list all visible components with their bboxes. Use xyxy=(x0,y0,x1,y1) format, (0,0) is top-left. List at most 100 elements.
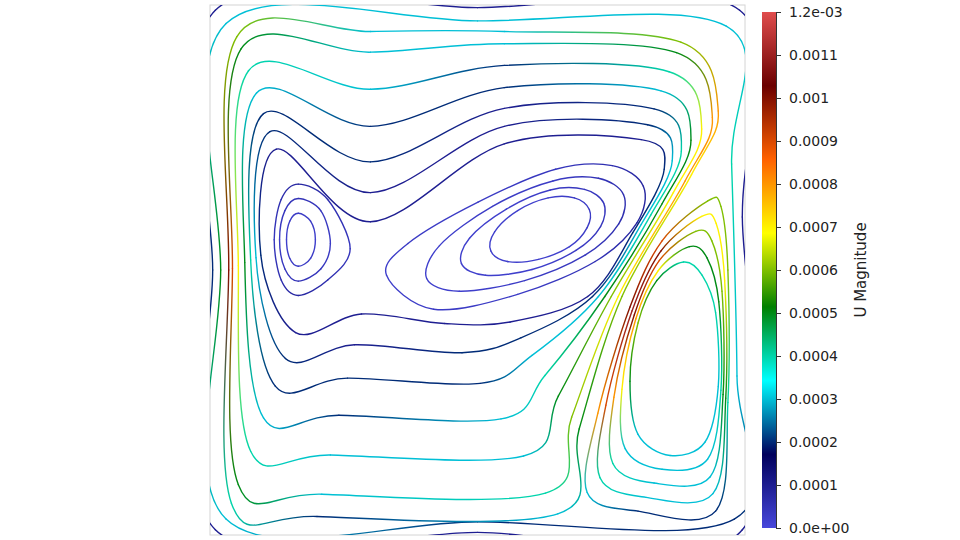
streamline-segment xyxy=(251,451,331,466)
colorbar-tick: 0.0004 xyxy=(776,348,838,364)
streamline-segment xyxy=(459,281,524,292)
streamline-segment xyxy=(275,378,347,393)
streamline-segment xyxy=(296,314,362,335)
streamline-segment xyxy=(371,65,505,89)
colorbar-tick-label: 0.0006 xyxy=(789,262,838,278)
streamline-segment xyxy=(689,246,707,258)
streamlines xyxy=(210,5,745,535)
streamline-segment xyxy=(444,322,510,325)
streamline-segment xyxy=(574,198,589,210)
streamline-segment xyxy=(276,149,370,222)
streamline-segment xyxy=(525,255,585,280)
streamline-segment xyxy=(298,213,310,221)
streamline-segment xyxy=(238,485,321,504)
streamline-segment xyxy=(622,175,692,297)
streamline-segment xyxy=(708,197,721,206)
colorbar-tick-mark xyxy=(776,442,781,443)
streamline-segment xyxy=(507,259,538,262)
streamline-segment xyxy=(518,262,596,295)
colorbar-tick-mark xyxy=(776,184,781,185)
streamline-segment xyxy=(478,530,743,535)
streamline-segment xyxy=(662,459,707,470)
streamline-segment xyxy=(510,297,588,322)
streamline xyxy=(280,198,331,281)
streamline-segment xyxy=(638,434,670,455)
streamline-segment xyxy=(298,280,327,295)
streamline-segment xyxy=(281,184,298,199)
streamline-segment xyxy=(298,184,327,199)
streamline-segment xyxy=(264,111,371,162)
streamline xyxy=(254,119,673,363)
streamline-segment xyxy=(478,169,556,202)
colorbar-tick-mark xyxy=(776,485,781,486)
streamline-segment xyxy=(270,131,371,193)
streamline-segment xyxy=(518,198,548,211)
streamline-segment xyxy=(285,345,354,363)
streamline-segment xyxy=(251,260,276,386)
streamline-segment xyxy=(321,211,331,244)
streamline-segment xyxy=(504,43,676,52)
streamline-segment xyxy=(371,30,505,31)
streamline-segment xyxy=(553,177,598,181)
streamline-segment xyxy=(298,258,310,266)
streamline-segment xyxy=(386,244,408,276)
streamline xyxy=(224,18,719,525)
colorbar-axis: 0.0e+000.00010.00020.00030.00040.00050.0… xyxy=(776,4,849,536)
streamline-segment xyxy=(669,72,702,129)
streamline xyxy=(242,84,691,429)
colorbar-tick: 0.0006 xyxy=(776,262,838,278)
streamline-segment xyxy=(662,140,691,204)
streamline-segment xyxy=(330,455,523,460)
streamline-segment xyxy=(598,178,623,194)
colorbar-tick-label: 0.0009 xyxy=(789,133,838,149)
streamline-segment xyxy=(654,477,710,487)
streamline xyxy=(597,214,726,503)
streamline-segment xyxy=(504,135,641,144)
streamline xyxy=(259,135,665,335)
streamline-segment xyxy=(371,44,505,52)
streamline-segment xyxy=(692,111,719,175)
streamline xyxy=(228,34,712,504)
streamline-segment xyxy=(478,14,727,26)
colorbar-title: U Magnitude xyxy=(852,222,870,317)
streamline-segment xyxy=(495,211,518,232)
streamline-segment xyxy=(226,5,477,24)
streamline-segment xyxy=(285,198,298,210)
colorbar-tick: 0.0002 xyxy=(776,434,838,450)
streamline-segment xyxy=(427,278,460,291)
streamline-segment xyxy=(570,228,588,247)
streamline-segment xyxy=(696,230,712,241)
streamline-segment xyxy=(501,375,545,418)
colorbar-tick-mark xyxy=(776,399,781,400)
streamline-segment xyxy=(683,262,702,275)
streamline-segment xyxy=(290,213,299,221)
streamline-segment xyxy=(658,247,689,271)
streamline-segment xyxy=(280,211,285,240)
streamline xyxy=(620,246,721,470)
streamline-segment xyxy=(622,319,636,389)
streamline-segment xyxy=(210,270,226,519)
colorbar-tick: 0.0008 xyxy=(776,176,838,192)
streamline-segment xyxy=(504,103,654,109)
streamline-segment xyxy=(254,132,270,258)
streamline-segment xyxy=(638,281,657,323)
streamline-segment xyxy=(638,511,716,520)
colorbar-tick-label: 0.001 xyxy=(789,90,829,106)
streamline-segment xyxy=(637,186,645,223)
streamline-segment xyxy=(620,389,625,448)
streamline xyxy=(287,213,316,266)
streamline-segment xyxy=(478,5,740,10)
streamline-segment xyxy=(721,206,728,270)
streamline-segment xyxy=(461,238,470,263)
streamline-segment xyxy=(434,294,518,309)
colorbar-tick-mark xyxy=(776,98,781,99)
streamline-segment xyxy=(371,144,505,222)
colorbar-tick-mark xyxy=(776,270,781,271)
streamline-segment xyxy=(702,214,716,224)
streamline-segment xyxy=(636,271,658,319)
chart-container: 0.0e+000.00010.00020.00030.00040.00050.0… xyxy=(0,0,960,540)
streamline-segment xyxy=(287,221,290,240)
streamline-segment xyxy=(619,195,625,224)
streamline-segment xyxy=(298,269,320,281)
streamline-segment xyxy=(317,514,558,522)
